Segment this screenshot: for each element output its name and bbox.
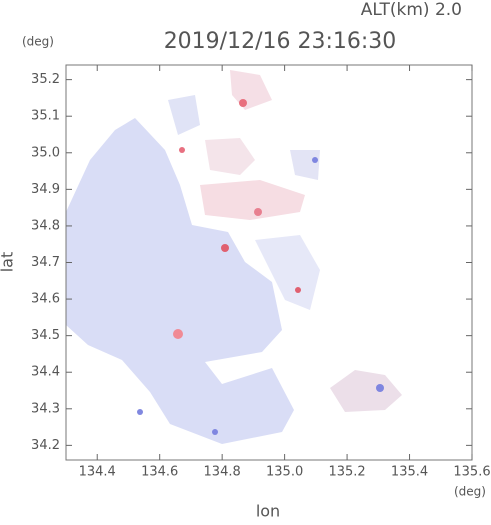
echo-spot <box>312 157 318 163</box>
echo-spot <box>137 409 143 415</box>
y-unit: (deg) <box>22 35 54 49</box>
x-tick-label: 134.8 <box>204 465 241 480</box>
chart-title: 2019/12/16 23:16:30 <box>164 29 397 54</box>
x-tick-label: 134.6 <box>141 465 178 480</box>
echo-area <box>205 138 255 175</box>
x-tick-label: 135.2 <box>328 465 365 480</box>
echo-area <box>66 118 294 444</box>
echo-spot <box>239 99 247 107</box>
y-axis-label: lat <box>0 252 17 273</box>
x-tick-label: 135.6 <box>453 465 490 480</box>
echo-spot <box>254 208 262 216</box>
echo-field <box>66 70 402 444</box>
x-unit: (deg) <box>454 485 486 499</box>
y-tick-label: 34.2 <box>31 438 60 453</box>
altitude-label: ALT(km) 2.0 <box>361 0 462 20</box>
echo-area <box>230 70 272 110</box>
echo-area <box>255 235 320 310</box>
y-tick-label: 34.7 <box>31 255 60 270</box>
y-tick-label: 34.3 <box>31 401 60 416</box>
y-tick-label: 35.0 <box>31 145 60 160</box>
echo-spot <box>376 384 384 392</box>
echo-spot <box>179 147 185 153</box>
y-tick-label: 34.9 <box>31 182 60 197</box>
y-tick-label: 34.4 <box>31 365 60 380</box>
y-tick-label: 34.8 <box>31 218 60 233</box>
x-axis-label: lon <box>256 502 280 521</box>
y-tick-label: 35.2 <box>31 72 60 87</box>
y-tick-label: 35.1 <box>31 109 60 124</box>
echo-spot <box>221 244 229 252</box>
echo-area <box>200 180 305 220</box>
echo-area <box>168 95 200 135</box>
x-tick-label: 135.4 <box>391 465 428 480</box>
x-tick-label: 134.4 <box>79 465 116 480</box>
echo-area <box>330 370 402 412</box>
echo-spot <box>173 329 183 339</box>
echo-spot <box>212 429 218 435</box>
y-tick-label: 34.5 <box>31 328 60 343</box>
echo-spot <box>295 287 301 293</box>
echo-area <box>290 150 320 180</box>
y-tick-label: 34.6 <box>31 292 60 307</box>
x-tick-label: 135.0 <box>266 465 303 480</box>
